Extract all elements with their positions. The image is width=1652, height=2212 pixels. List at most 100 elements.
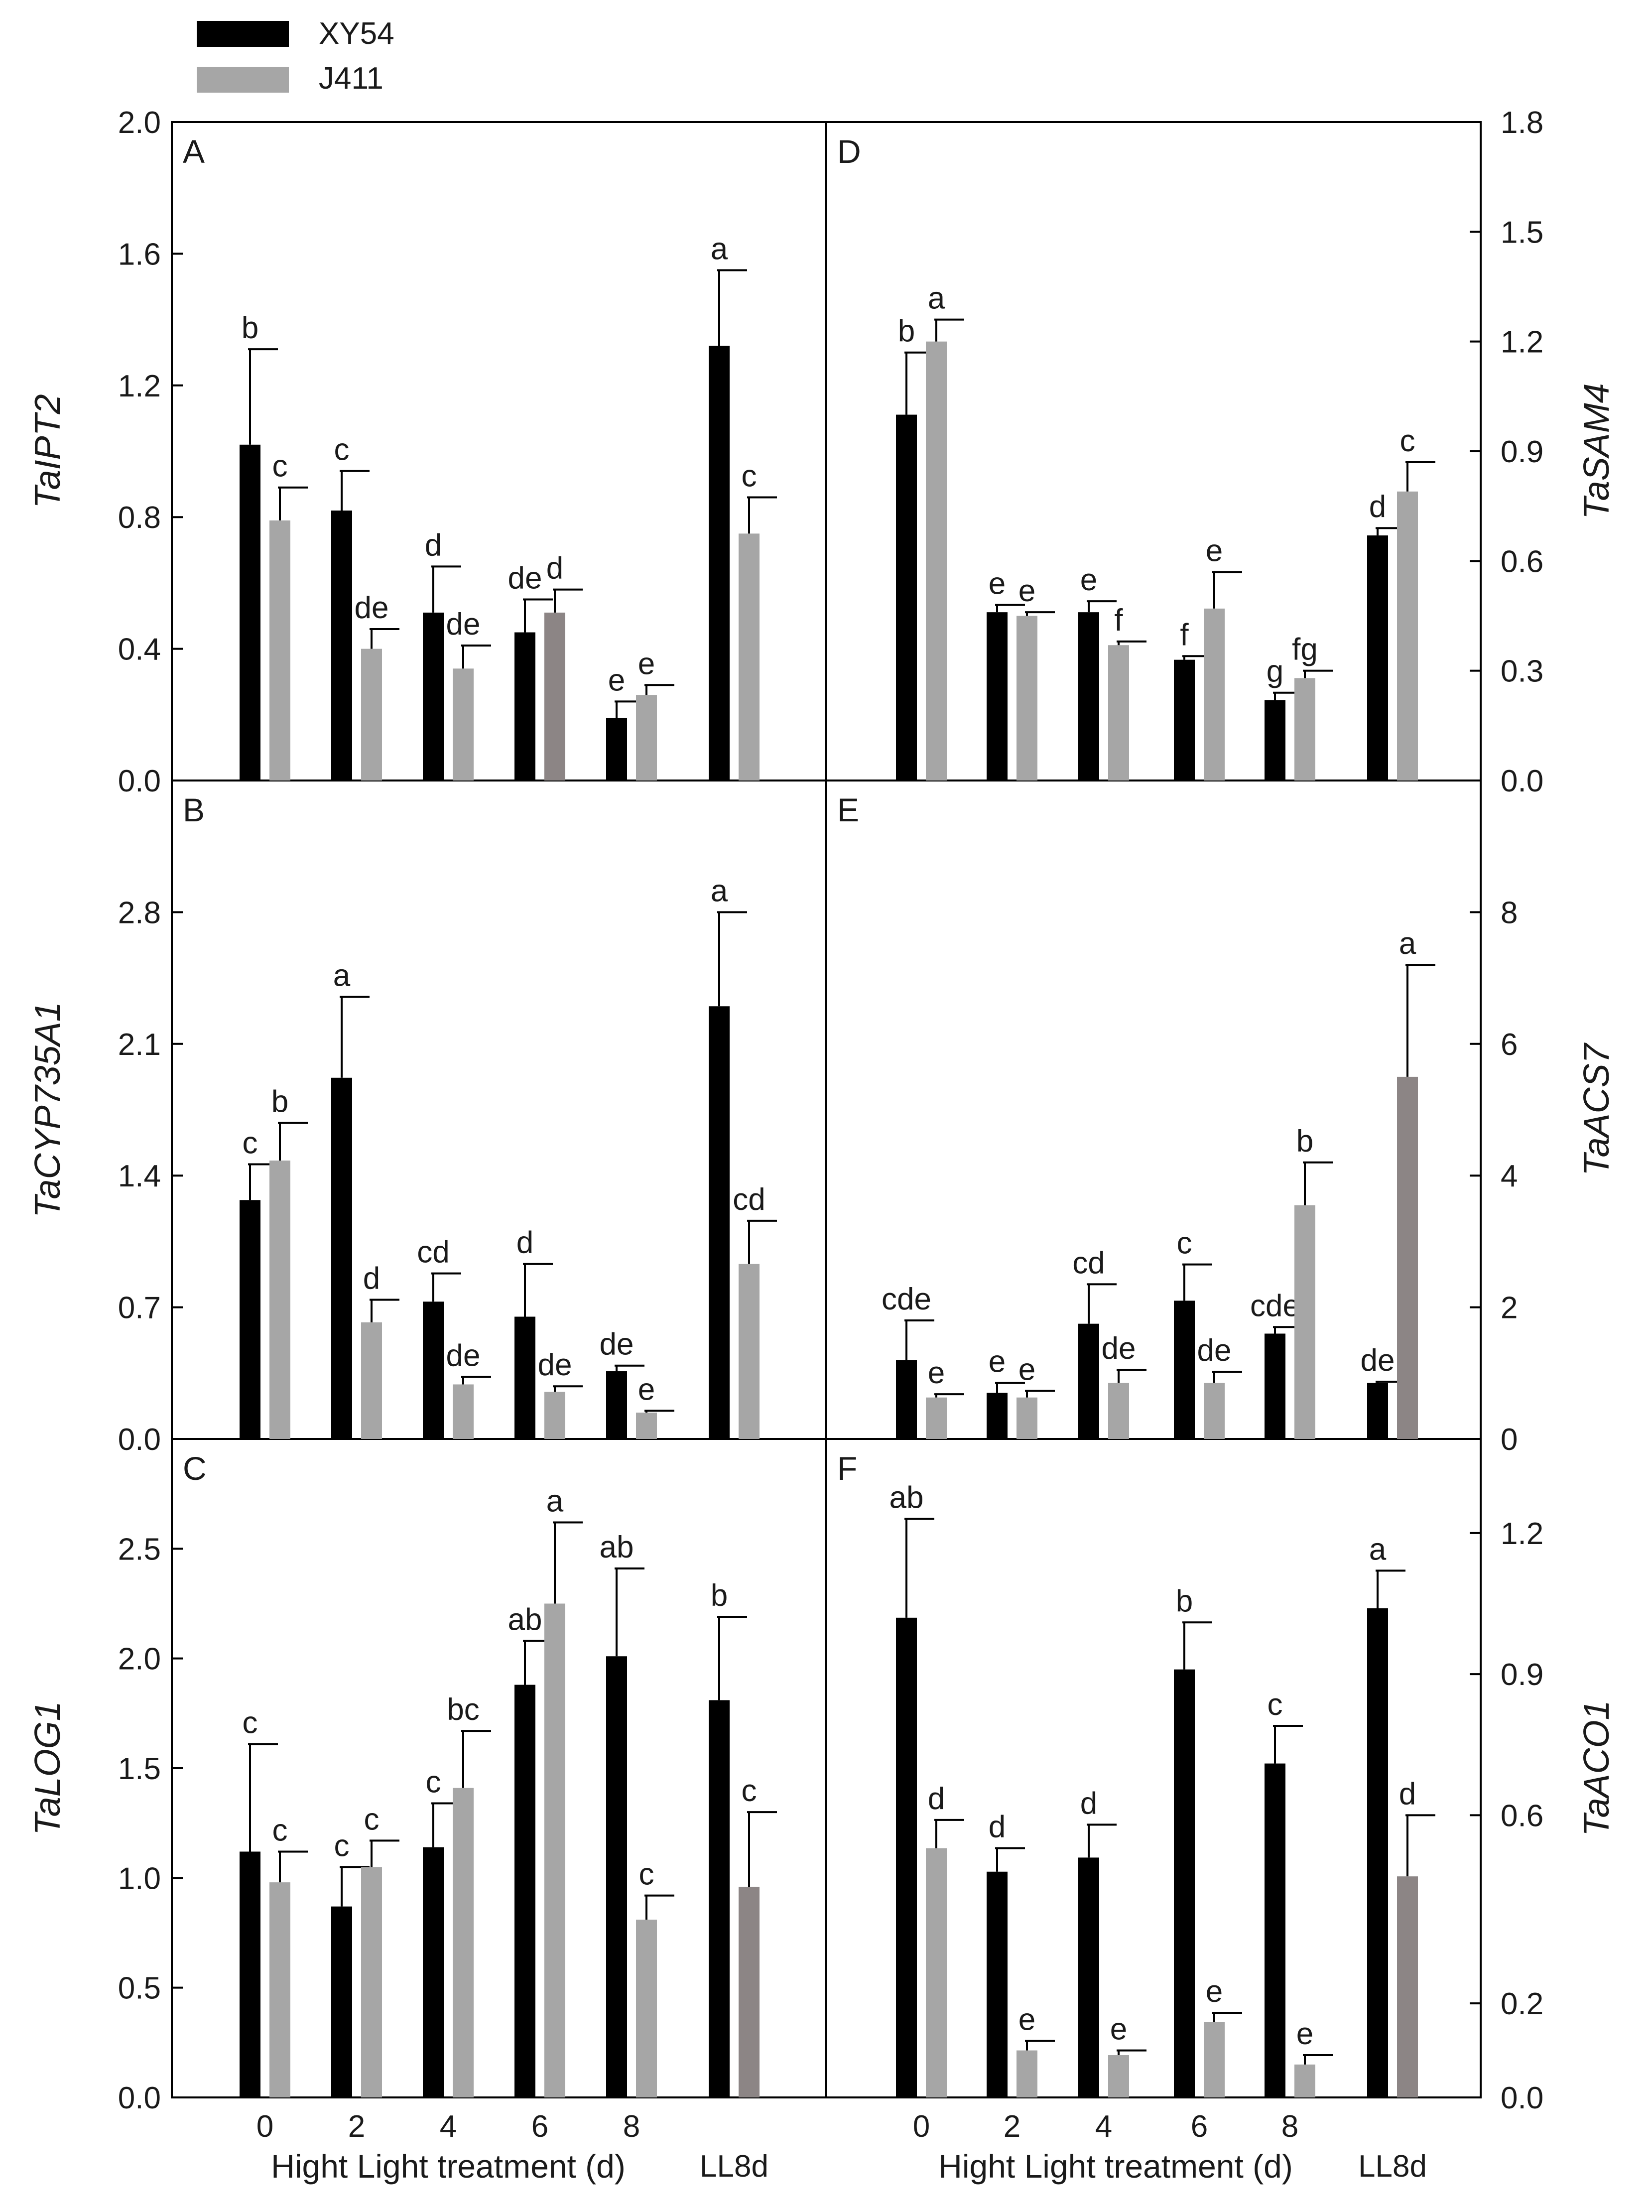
bar-j411 xyxy=(361,649,382,781)
significance-label: de xyxy=(1197,1333,1232,1368)
bar-j411 xyxy=(1294,678,1315,781)
y-axis-title-d: TaSAM4 xyxy=(1577,383,1617,519)
significance-label: c xyxy=(1268,1688,1283,1722)
significance-label: e xyxy=(638,647,655,681)
bar-xy54 xyxy=(331,1077,352,1439)
bar-j411 xyxy=(453,1384,474,1439)
significance-label: c xyxy=(639,1857,654,1892)
significance-label: d xyxy=(1369,490,1386,524)
significance-label: de xyxy=(1361,1343,1395,1378)
x-tick-left-ll8d: LL8d xyxy=(700,2149,768,2184)
significance-label: b xyxy=(898,314,915,349)
y-tick-label: 0.8 xyxy=(118,501,161,535)
significance-label: ab xyxy=(508,1602,542,1637)
x-tick-right-2: 2 xyxy=(1004,2109,1020,2144)
bar-xy54 xyxy=(1265,700,1285,781)
y-tick-label: 0.5 xyxy=(118,1971,161,2006)
bar-j411 xyxy=(739,533,760,781)
significance-label: a xyxy=(1369,1532,1387,1566)
y-tick-label: 1.4 xyxy=(118,1159,161,1193)
y-axis-title-c: TaLOG1 xyxy=(28,1701,68,1835)
significance-label: e xyxy=(989,566,1006,601)
bar-xy54 xyxy=(987,1393,1008,1439)
bar-j411 xyxy=(1397,1076,1418,1439)
significance-label: ab xyxy=(890,1481,924,1515)
bar-j411 xyxy=(739,1264,760,1439)
legend: XY54 J411 xyxy=(197,16,394,96)
plot-frame xyxy=(171,121,1482,2098)
bar-j411 xyxy=(544,1603,565,2097)
bar-j411 xyxy=(544,1392,565,1439)
significance-label: e xyxy=(608,663,625,697)
bar-j411 xyxy=(1108,645,1129,781)
bar-j411 xyxy=(636,695,657,781)
x-tick-left-6: 6 xyxy=(531,2109,548,2144)
x-tick-right-0: 0 xyxy=(913,2109,930,2144)
significance-label: d xyxy=(546,551,563,586)
significance-label: cd xyxy=(733,1182,765,1217)
bar-xy54 xyxy=(1174,1301,1195,1439)
significance-label: c xyxy=(1177,1226,1192,1261)
panel-label-a: A xyxy=(183,133,205,170)
bar-xy54 xyxy=(331,1906,352,2097)
significance-label: b xyxy=(271,1084,288,1119)
panel-label-c: C xyxy=(183,1450,207,1487)
significance-label: d xyxy=(928,1782,945,1816)
significance-label: a xyxy=(711,232,728,266)
significance-label: e xyxy=(1018,574,1035,608)
significance-label: cde xyxy=(1250,1289,1300,1323)
y-tick-label: 1.8 xyxy=(1501,106,1543,140)
y-tick-label: 0.6 xyxy=(1501,1799,1543,1833)
significance-label: c xyxy=(426,1765,441,1800)
panel-label-d: D xyxy=(837,133,861,170)
significance-label: e xyxy=(638,1372,655,1407)
y-tick-label: 0.0 xyxy=(1501,764,1543,798)
bar-xy54 xyxy=(1078,1323,1099,1439)
significance-label: d xyxy=(1399,1777,1416,1811)
significance-label: d xyxy=(516,1226,533,1260)
x-tick-right-4: 4 xyxy=(1095,2109,1112,2144)
significance-label: d xyxy=(989,1810,1006,1844)
significance-label: c xyxy=(334,1828,350,1863)
bar-j411 xyxy=(926,1848,947,2097)
x-tick-left-8: 8 xyxy=(623,2109,640,2144)
significance-label: e xyxy=(1206,533,1223,568)
bar-xy54 xyxy=(606,718,627,781)
significance-label: c xyxy=(243,1706,258,1740)
significance-label: fg xyxy=(1292,633,1318,667)
significance-label: de xyxy=(508,561,542,595)
significance-label: de xyxy=(446,1338,481,1373)
y-tick-label: 0.9 xyxy=(1501,435,1543,469)
y-tick-label: 4 xyxy=(1501,1159,1518,1193)
bar-xy54 xyxy=(331,510,352,781)
bar-xy54 xyxy=(1078,1857,1099,2097)
panel-label-f: F xyxy=(837,1450,857,1487)
bar-xy54 xyxy=(423,612,444,781)
bar-xy54 xyxy=(240,1200,260,1439)
x-tick-right-ll8d: LL8d xyxy=(1358,2149,1427,2184)
significance-label: de xyxy=(538,1348,572,1382)
bar-j411 xyxy=(1017,2050,1037,2097)
y-tick-label: 1.5 xyxy=(118,1752,161,1786)
bar-xy54 xyxy=(896,1617,917,2097)
bar-j411 xyxy=(739,1886,760,2097)
significance-label: b xyxy=(1296,1124,1313,1159)
significance-label: de xyxy=(600,1327,634,1362)
legend-label-xy54: XY54 xyxy=(319,16,394,51)
y-tick-label: 1.2 xyxy=(1501,325,1543,360)
x-tick-right-6: 6 xyxy=(1191,2109,1208,2144)
bar-xy54 xyxy=(240,444,260,781)
y-tick-label: 1.0 xyxy=(118,1861,161,1896)
y-tick-label: 6 xyxy=(1501,1028,1518,1062)
x-axis-right: 0 2 4 6 8 LL8d Hight Light treatment (d) xyxy=(913,2109,1427,2185)
significance-label: de xyxy=(355,591,389,625)
significance-label: e xyxy=(1018,2003,1035,2037)
bar-xy54 xyxy=(514,632,535,781)
y-axis-title-f: TaACO1 xyxy=(1577,1700,1617,1836)
significance-label: bc xyxy=(447,1692,479,1727)
bar-j411 xyxy=(636,1413,657,1439)
significance-label: c xyxy=(334,433,350,467)
